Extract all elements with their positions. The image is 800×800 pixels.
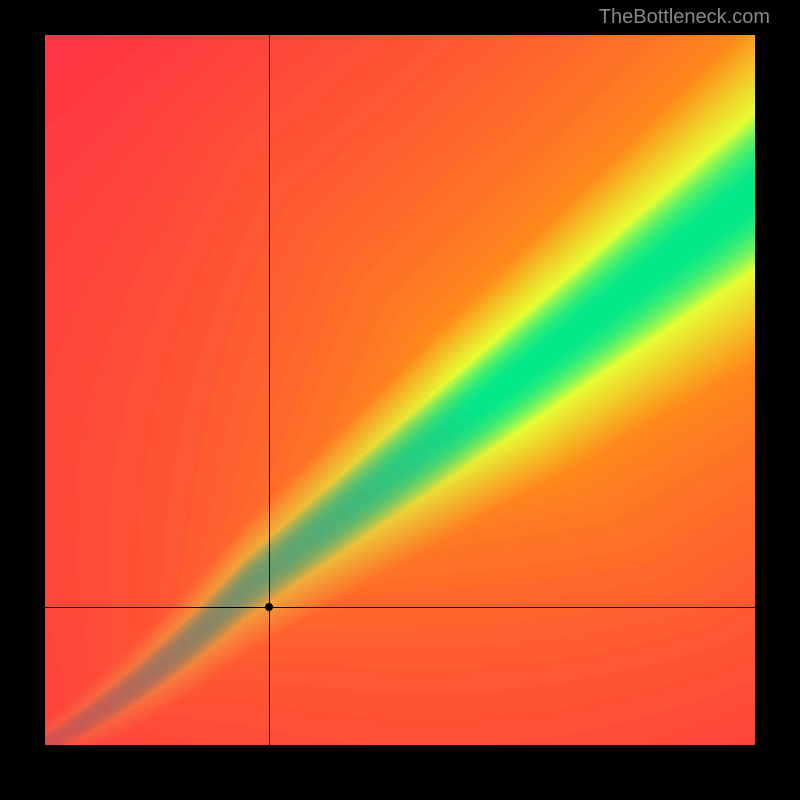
crosshair-vertical <box>269 35 270 745</box>
heatmap-canvas <box>45 35 755 745</box>
crosshair-horizontal <box>45 607 755 608</box>
watermark-text: TheBottleneck.com <box>599 6 770 29</box>
marker-dot <box>265 603 273 611</box>
bottleneck-heatmap <box>45 35 755 745</box>
